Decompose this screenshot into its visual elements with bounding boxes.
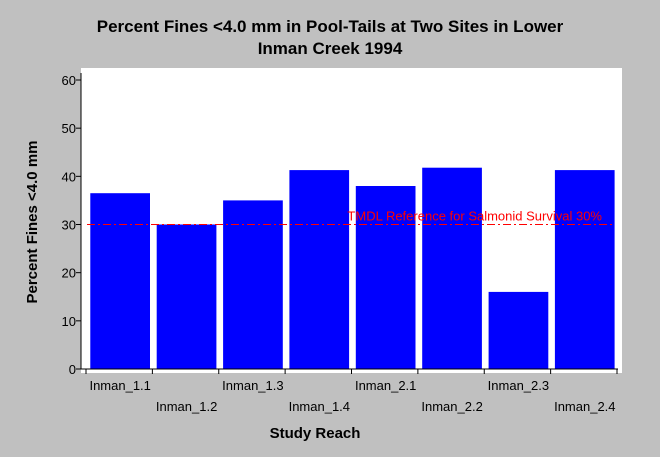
bar-Inman_1.4 [289, 170, 350, 369]
x-tick-label-Inman_1.3: Inman_1.3 [222, 378, 283, 393]
chart-title-line-1: Percent Fines <4.0 mm in Pool-Tails at T… [97, 17, 564, 36]
y-tick-label: 30 [62, 218, 76, 233]
x-tick-label-Inman_2.2: Inman_2.2 [421, 399, 482, 414]
chart-title-line-2: Inman Creek 1994 [258, 39, 403, 58]
y-tick-label: 60 [62, 73, 76, 88]
y-tick-label: 40 [62, 169, 76, 184]
y-tick-label: 20 [62, 266, 76, 281]
bar-Inman_1.3 [223, 200, 283, 369]
bar-Inman_2.2 [422, 167, 482, 369]
x-axis-title: Study Reach [270, 425, 361, 442]
bar-Inman_2.1 [355, 186, 416, 369]
reference-line-label: TMDL Reference for Salmonid Survival 30% [347, 209, 602, 224]
x-tick-label-Inman_2.3: Inman_2.3 [488, 378, 549, 393]
x-tick-label-Inman_1.1: Inman_1.1 [89, 378, 150, 393]
bar-Inman_2.4 [554, 170, 615, 369]
y-tick-label: 50 [62, 121, 76, 136]
bars [90, 167, 615, 369]
reference-line-group: TMDL Reference for Salmonid Survival 30% [87, 209, 614, 225]
bar-Inman_1.2 [156, 224, 217, 369]
x-tick-label-Inman_1.2: Inman_1.2 [156, 399, 217, 414]
x-tick-label-Inman_1.4: Inman_1.4 [289, 399, 350, 414]
x-tick-label-Inman_2.4: Inman_2.4 [554, 399, 615, 414]
x-ticks: Inman_1.1 Inman_1.2 Inman_1.3 Inman_1.4 Inma… [85, 369, 618, 414]
y-tick-label: 10 [62, 314, 76, 329]
bar-Inman_1.1 [90, 193, 150, 369]
y-axis-title: Percent Fines <4.0 mm [24, 141, 41, 304]
y-ticks: 0 10 20 30 40 50 60 [62, 73, 81, 377]
y-tick-label: 0 [69, 362, 76, 377]
axes [80, 73, 618, 370]
bar-Inman_2.3 [488, 291, 549, 369]
x-tick-label-Inman_2.1: Inman_2.1 [355, 378, 416, 393]
